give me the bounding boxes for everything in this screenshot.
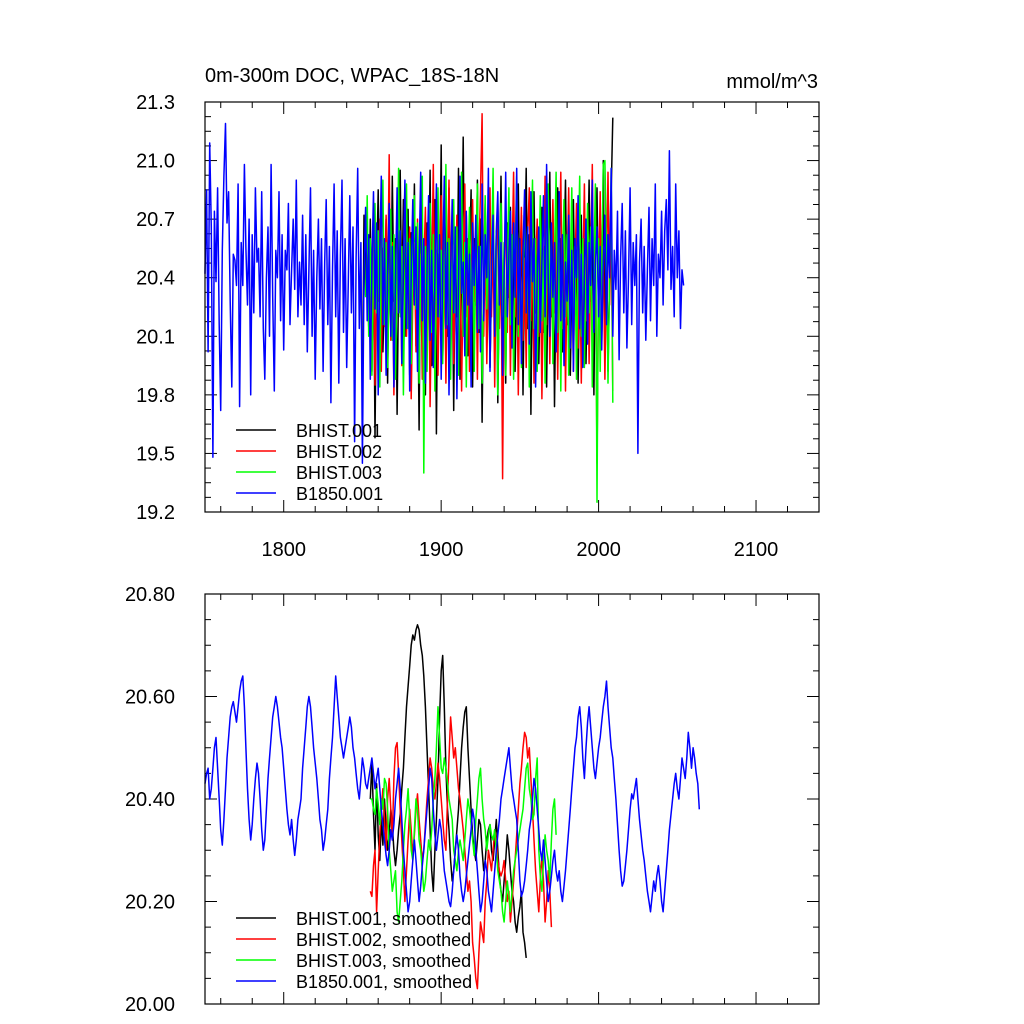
bottom-ytick-label: 20.00 [125, 994, 175, 1016]
top-plot-ticks: 19.2 19.5 19.8 20.1 20.4 20.7 21.0 21.3 1800 1900… [136, 92, 820, 561]
top-xtick-label: 1800 [261, 539, 306, 561]
top-ytick-label: 19.5 [136, 443, 175, 465]
top-plot: 0m-300m DOC, WPAC_18S-18N mmol/m^3 19.21… [136, 65, 820, 561]
bottom-series-3 [370, 706, 557, 923]
bottom-legend-label: BHIST.003, smoothed [296, 951, 471, 971]
bottom-legend-label: B1850.001, smoothed [296, 972, 472, 992]
bottom-ytick-label: 20.80 [125, 584, 175, 606]
bottom-plot-frame [204, 593, 820, 1005]
top-legend-label: BHIST.002 [296, 442, 382, 462]
top-plot-units: mmol/m^3 [726, 71, 818, 93]
top-xtick-label: 2000 [576, 539, 621, 561]
top-plot-series [204, 112, 685, 503]
bottom-series-2 [369, 716, 553, 990]
bottom-plot-ticks: 20.00 20.20 20.40 20.60 20.80 [125, 584, 820, 1016]
bottom-ytick-label: 20.20 [125, 892, 175, 914]
top-ytick-label: 19.8 [136, 385, 175, 407]
top-ytick-label: 21.0 [136, 151, 175, 173]
top-ytick-label: 20.7 [136, 209, 175, 231]
top-xtick-label: 2100 [734, 539, 779, 561]
top-plot-frame [204, 101, 820, 513]
bottom-legend-label: BHIST.001, smoothed [296, 909, 471, 929]
top-plot-title: 0m-300m DOC, WPAC_18S-18N [205, 65, 499, 87]
top-ytick-label: 20.4 [136, 268, 175, 290]
top-series-4 [204, 122, 685, 464]
bottom-legend-label: BHIST.002, smoothed [296, 930, 471, 950]
top-legend-label: BHIST.003 [296, 463, 382, 483]
top-xtick-label: 1900 [419, 539, 464, 561]
bottom-ytick-label: 20.60 [125, 687, 175, 709]
bottom-series-4 [204, 675, 701, 913]
bottom-ytick-label: 20.40 [125, 789, 175, 811]
bottom-plot: 20.00 20.20 20.40 20.60 20.80 BHIST.001, smo… [125, 584, 820, 1016]
top-ytick-label: 21.3 [136, 92, 175, 114]
top-ytick-label: 20.1 [136, 326, 175, 348]
top-ytick-label: 19.2 [136, 502, 175, 524]
top-legend-label: BHIST.001 [296, 421, 382, 441]
bottom-plot-series [204, 624, 701, 990]
top-legend-label: B1850.001 [296, 484, 383, 504]
